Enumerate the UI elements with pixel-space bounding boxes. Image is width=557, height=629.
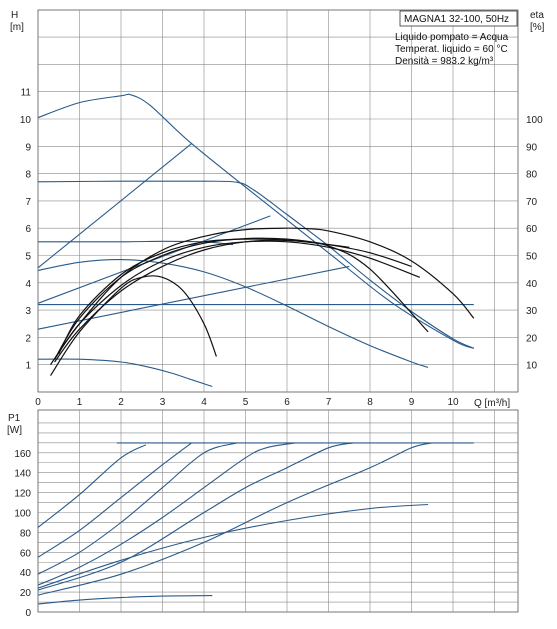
- x-tick-label: 3: [160, 397, 166, 408]
- top-panel-grid: [37, 9, 519, 393]
- bottom-panel-frame: [37, 409, 519, 613]
- y-tick-label-head: 8: [25, 170, 31, 181]
- efficiency-curve: [54, 240, 421, 360]
- y-tick-label-head: 10: [20, 115, 32, 126]
- y-tick-label-head: 3: [25, 306, 31, 317]
- y-tick-label-power: 100: [14, 509, 31, 520]
- y2-tick-label-eta: 70: [526, 197, 538, 208]
- y2-tick-label-eta: 20: [526, 333, 538, 344]
- power-curve: [37, 595, 213, 605]
- y-tick-label-power: 80: [20, 528, 32, 539]
- y-tick-label-head: 6: [25, 224, 31, 235]
- efficiency-curve: [49, 275, 217, 376]
- power-curve: [37, 442, 433, 596]
- system-curve: [37, 265, 350, 330]
- y-axis-label-head: H: [11, 10, 18, 21]
- y2-tick-label-eta: 100: [526, 115, 543, 126]
- x-tick-label: 5: [243, 397, 249, 408]
- y2-axis-label-eta: eta: [530, 10, 544, 21]
- x-tick-label: 4: [201, 397, 207, 408]
- y-tick-label-power: 0: [25, 608, 31, 619]
- head-curve: [191, 379, 213, 388]
- x-tick-label: 8: [367, 397, 373, 408]
- power-curve: [37, 442, 296, 586]
- y-tick-label-power: 20: [20, 588, 32, 599]
- x-tick-label: 1: [77, 397, 83, 408]
- note-liquid: Liquido pompato = Acqua: [395, 32, 509, 43]
- power-curve: [37, 442, 192, 558]
- y-tick-label-power: 160: [14, 449, 31, 460]
- x-tick-label: 10: [447, 397, 459, 408]
- axis-labels: 0 1 2 3 4 5 6 7 8 9 10 1 2 3 4 5 6 7 8 9 10 11 10 20 30 40 50 60 70 8…: [14, 88, 543, 619]
- head-curve: [37, 180, 475, 349]
- head-curve: [37, 93, 474, 349]
- y-tick-label-head: 11: [21, 88, 32, 99]
- head-curve: [37, 240, 234, 246]
- y2-tick-label-eta: 80: [526, 170, 538, 181]
- y2-tick-label-eta: 40: [526, 279, 538, 290]
- power-curve: [37, 503, 429, 589]
- note-temperature: Temperat. liquido = 60 °C: [395, 44, 508, 55]
- x-axis-label-q: Q [m³/h]: [474, 398, 510, 409]
- y-tick-label-head: 1: [25, 361, 31, 372]
- y-axis-unit-head: [m]: [10, 22, 24, 33]
- y2-tick-label-eta: 30: [526, 306, 538, 317]
- head-curve: [37, 259, 429, 368]
- y2-tick-label-eta: 50: [526, 252, 538, 263]
- y-tick-label-power: 140: [14, 469, 31, 480]
- power-curve: [37, 442, 354, 591]
- bottom-panel-grid: [37, 409, 519, 613]
- top-panel-curves: [37, 93, 475, 388]
- power-curve: [37, 442, 238, 575]
- note-density: Densità = 983.2 kg/m³: [395, 56, 494, 67]
- y2-tick-label-eta: 90: [526, 142, 538, 153]
- x-tick-label: 0: [35, 397, 41, 408]
- y-tick-label-power: 120: [14, 489, 31, 500]
- efficiency-curve: [54, 237, 412, 360]
- y-tick-label-head: 2: [25, 333, 31, 344]
- y-axis-unit-power: [W]: [7, 425, 22, 436]
- y-tick-label-head: 4: [25, 279, 31, 290]
- chart-title: MAGNA1 32-100, 50Hz: [404, 14, 509, 25]
- y-tick-label-power: 40: [20, 568, 32, 579]
- x-tick-label: 2: [118, 397, 124, 408]
- y2-axis-unit-eta: [%]: [530, 22, 545, 33]
- x-tick-label: 9: [409, 397, 415, 408]
- y2-tick-label-eta: 60: [526, 224, 538, 235]
- y-tick-label-head: 5: [25, 252, 31, 263]
- y2-tick-label-eta: 10: [526, 361, 538, 372]
- y-tick-label-power: 60: [20, 548, 32, 559]
- bottom-panel-curves: [37, 442, 474, 605]
- power-curve: [37, 444, 147, 528]
- efficiency-curve: [54, 239, 429, 363]
- y-tick-label-head: 9: [25, 142, 31, 153]
- y-axis-label-power: P1: [8, 413, 21, 424]
- x-tick-label: 7: [326, 397, 332, 408]
- y-tick-label-head: 7: [25, 197, 31, 208]
- system-curve: [37, 143, 192, 269]
- head-curve: [37, 358, 192, 381]
- title-box: [399, 10, 518, 27]
- x-tick-label: 6: [284, 397, 290, 408]
